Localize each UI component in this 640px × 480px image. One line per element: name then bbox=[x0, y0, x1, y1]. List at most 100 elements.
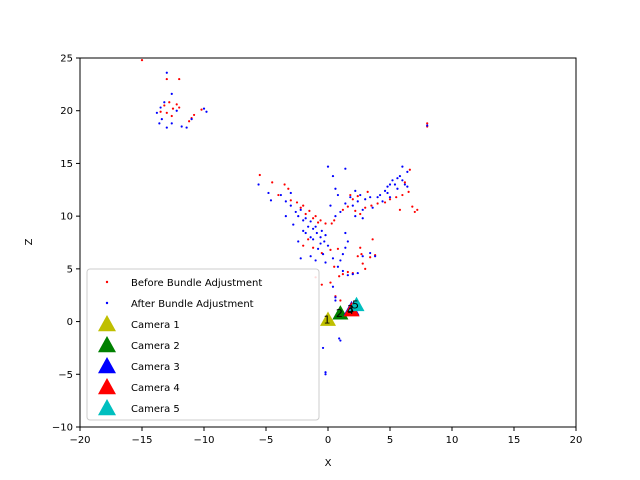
data-point bbox=[336, 265, 340, 268]
x-tick-label: −20 bbox=[69, 435, 90, 446]
legend-marker-triangle bbox=[98, 336, 116, 353]
data-point bbox=[289, 199, 292, 202]
data-point bbox=[279, 193, 282, 197]
data-point bbox=[158, 122, 161, 125]
data-point bbox=[376, 202, 379, 205]
data-point bbox=[308, 209, 311, 212]
data-point bbox=[309, 236, 312, 239]
data-point bbox=[341, 208, 344, 211]
y-axis-ticks: −10 −5 0 5 10 15 20 25 bbox=[52, 54, 80, 434]
y-tick-label: 20 bbox=[60, 106, 73, 117]
data-point bbox=[267, 191, 270, 195]
data-point bbox=[403, 181, 406, 184]
data-point bbox=[320, 283, 323, 286]
x-tick-label: 20 bbox=[570, 435, 583, 446]
data-point bbox=[165, 71, 168, 74]
data-point bbox=[376, 196, 379, 199]
data-point bbox=[360, 252, 363, 256]
data-point bbox=[426, 122, 429, 125]
legend-marker-triangle bbox=[98, 378, 116, 395]
camera-label-3: 3 bbox=[347, 303, 354, 316]
data-point bbox=[314, 215, 317, 218]
data-point bbox=[354, 215, 357, 218]
data-point bbox=[289, 191, 292, 195]
data-point bbox=[312, 227, 315, 230]
data-point bbox=[319, 219, 322, 222]
data-point bbox=[346, 274, 349, 277]
data-point bbox=[366, 190, 369, 193]
data-point bbox=[416, 208, 419, 211]
legend-label: Camera 5 bbox=[131, 404, 180, 415]
legend-marker-dot bbox=[105, 301, 109, 305]
data-point bbox=[396, 187, 399, 190]
data-point bbox=[396, 177, 399, 180]
x-tick-label: 15 bbox=[508, 435, 521, 446]
data-point bbox=[356, 195, 359, 198]
data-point bbox=[364, 198, 367, 201]
legend-marker-triangle bbox=[98, 315, 116, 332]
legend-label: Camera 1 bbox=[131, 320, 180, 331]
camera-label-2: 2 bbox=[336, 307, 343, 320]
camera-marker-1 bbox=[320, 311, 336, 326]
data-point bbox=[329, 248, 332, 251]
series-layer bbox=[140, 59, 429, 376]
data-point bbox=[383, 189, 387, 192]
data-point bbox=[391, 179, 394, 182]
data-point bbox=[386, 185, 389, 188]
data-point bbox=[304, 212, 307, 216]
data-point bbox=[346, 270, 349, 274]
data-point bbox=[202, 107, 206, 110]
data-point bbox=[170, 114, 173, 118]
data-point bbox=[338, 275, 341, 278]
data-point bbox=[159, 110, 162, 113]
y-tick-label: 15 bbox=[60, 159, 73, 170]
data-point bbox=[401, 193, 404, 197]
data-point bbox=[334, 296, 337, 299]
data-point bbox=[378, 193, 382, 197]
y-axis-label: Z bbox=[24, 238, 35, 245]
data-point bbox=[190, 118, 193, 121]
data-point bbox=[339, 259, 342, 262]
x-tick-label: −15 bbox=[131, 435, 152, 446]
data-point bbox=[307, 225, 310, 228]
data-point bbox=[316, 221, 320, 224]
data-point bbox=[331, 257, 335, 260]
data-point bbox=[341, 252, 344, 256]
data-point bbox=[356, 271, 359, 275]
legend-entry: Before Bundle Adjustment bbox=[105, 278, 262, 289]
data-point bbox=[312, 238, 315, 241]
data-point bbox=[180, 125, 183, 128]
data-point bbox=[321, 346, 325, 350]
legend-box bbox=[86, 268, 320, 421]
camera-marker-5 bbox=[348, 296, 365, 312]
data-point bbox=[324, 371, 327, 374]
data-point bbox=[271, 181, 274, 184]
x-tick-label: 0 bbox=[325, 435, 331, 446]
data-point bbox=[369, 196, 372, 199]
data-point bbox=[326, 244, 330, 247]
data-point bbox=[371, 238, 374, 241]
x-tick-label: 10 bbox=[446, 435, 459, 446]
data-point bbox=[426, 124, 429, 127]
data-point bbox=[315, 231, 318, 235]
data-point bbox=[339, 299, 342, 302]
data-point bbox=[351, 273, 354, 276]
data-point bbox=[351, 198, 354, 201]
camera-label-1: 1 bbox=[324, 313, 331, 326]
data-point bbox=[361, 208, 364, 211]
data-point bbox=[336, 193, 340, 197]
legend-marker-triangle bbox=[98, 399, 116, 416]
data-point bbox=[283, 183, 286, 186]
legend-entry: After Bundle Adjustment bbox=[105, 299, 254, 310]
data-point bbox=[364, 206, 367, 209]
data-point bbox=[188, 120, 191, 123]
data-point bbox=[294, 210, 297, 214]
data-point bbox=[297, 240, 300, 243]
data-point bbox=[349, 196, 352, 199]
data-point bbox=[287, 187, 290, 190]
data-point bbox=[324, 234, 327, 237]
data-point bbox=[269, 199, 273, 202]
data-point bbox=[371, 206, 374, 209]
data-point bbox=[395, 196, 398, 199]
data-point bbox=[361, 217, 364, 220]
